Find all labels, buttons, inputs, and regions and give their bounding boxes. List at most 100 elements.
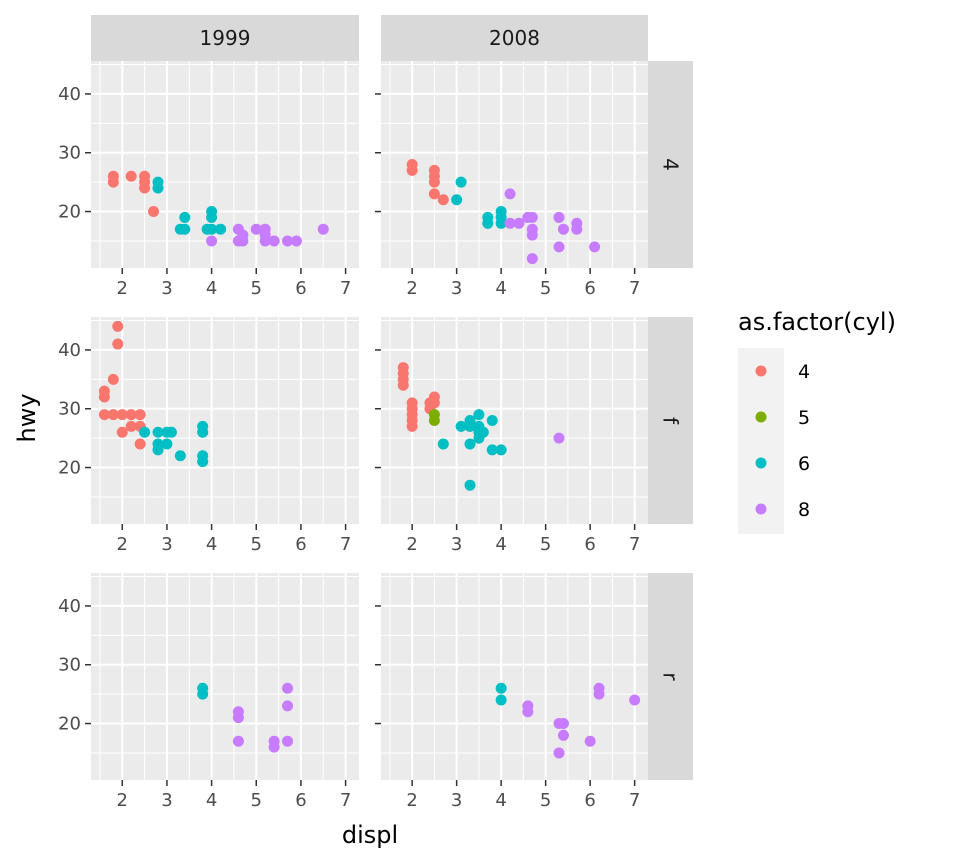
data-point-cyl-8: [504, 188, 516, 200]
y-tick-label: 30: [58, 143, 81, 164]
data-point-cyl-6: [486, 415, 498, 426]
data-point-cyl-4: [437, 194, 449, 206]
data-point-cyl-8: [526, 253, 538, 265]
data-point-cyl-8: [589, 241, 601, 253]
row-strip-label: 4: [659, 158, 683, 171]
x-tick-label: 5: [251, 278, 262, 299]
column-strip-label: 1999: [200, 26, 251, 50]
data-point-cyl-8: [282, 235, 294, 247]
x-tick-label: 6: [295, 790, 306, 811]
x-tick-label: 3: [161, 790, 172, 811]
axes-layer: 20 30 40 2 3 4 5 6 7 2 3 4 5 6 7 20 30 40 2 3 4 5 6 7 2 3 4 5 6 7 20 30…: [58, 84, 640, 811]
x-tick-label: 6: [584, 534, 595, 555]
y-tick-label: 40: [58, 596, 81, 617]
x-tick-label: 3: [451, 278, 462, 299]
x-tick-label: 2: [117, 534, 128, 555]
data-point-cyl-6: [477, 426, 489, 438]
data-point-cyl-8: [206, 235, 218, 247]
data-point-cyl-8: [513, 217, 525, 229]
data-point-cyl-4: [134, 409, 146, 421]
column-strip: [91, 15, 359, 61]
x-tick-label: 6: [295, 278, 306, 299]
data-point-cyl-6: [152, 182, 164, 194]
data-point-cyl-8: [629, 694, 641, 706]
legend-key-6: [755, 457, 767, 469]
data-point-cyl-6: [165, 426, 177, 438]
data-point-cyl-8: [553, 211, 565, 223]
x-tick-label: 4: [495, 790, 506, 811]
data-point-cyl-6: [455, 176, 467, 188]
x-tick-label: 5: [251, 534, 262, 555]
data-point-cyl-4: [406, 420, 418, 432]
data-point-cyl-4: [107, 176, 119, 188]
data-point-cyl-8: [571, 223, 583, 235]
panel-1999-4: [91, 61, 359, 268]
panel-1999-r: [91, 573, 359, 780]
y-tick-label: 40: [58, 84, 81, 105]
row-strip: [648, 317, 693, 524]
x-tick-label: 4: [206, 790, 217, 811]
x-tick-label: 5: [540, 790, 551, 811]
panel-background: [91, 573, 359, 780]
data-point-cyl-4: [125, 170, 137, 182]
panel-2008-r: [381, 573, 648, 780]
x-tick-label: 6: [584, 278, 595, 299]
data-point-cyl-8: [557, 729, 569, 741]
panel-1999-f: [91, 317, 359, 524]
x-tick-label: 2: [406, 534, 417, 555]
x-tick-label: 3: [451, 534, 462, 555]
legend: as.factor(cyl) 4 5 6 8: [738, 308, 896, 534]
data-point-cyl-4: [134, 438, 146, 450]
x-tick-label: 7: [340, 790, 351, 811]
data-point-cyl-6: [139, 426, 151, 438]
data-point-cyl-6: [152, 444, 164, 456]
data-point-cyl-8: [526, 229, 538, 241]
data-point-cyl-6: [174, 450, 186, 462]
data-point-cyl-4: [98, 409, 110, 421]
legend-label: 5: [798, 407, 810, 429]
x-tick-label: 2: [117, 790, 128, 811]
data-point-cyl-4: [406, 164, 418, 176]
y-tick-label: 20: [58, 202, 81, 223]
data-point-cyl-8: [557, 718, 569, 730]
x-tick-label: 4: [206, 278, 217, 299]
column-strip: [381, 15, 648, 61]
legend-label: 4: [798, 361, 810, 383]
legend-key-8: [755, 503, 767, 515]
y-tick-label: 20: [58, 714, 81, 735]
x-tick-label: 7: [340, 534, 351, 555]
y-tick-label: 40: [58, 340, 81, 361]
column-strip-label: 2008: [489, 26, 540, 50]
data-point-cyl-6: [473, 409, 485, 421]
data-point-cyl-8: [526, 211, 538, 223]
x-tick-label: 7: [629, 278, 640, 299]
legend-label: 6: [798, 453, 810, 475]
data-point-cyl-4: [428, 176, 440, 188]
panel-background: [381, 317, 648, 524]
x-tick-label: 4: [495, 278, 506, 299]
data-point-cyl-6: [206, 211, 218, 223]
data-point-cyl-4: [125, 420, 137, 432]
legend-items: 4 5 6 8: [755, 361, 810, 521]
data-point-cyl-8: [282, 700, 294, 712]
row-strip: [648, 61, 693, 268]
data-point-cyl-8: [268, 235, 280, 247]
data-point-cyl-4: [112, 320, 124, 332]
data-point-cyl-4: [116, 409, 128, 421]
data-point-cyl-6: [451, 194, 463, 206]
data-point-cyl-6: [197, 426, 209, 438]
y-tick-label: 30: [58, 399, 81, 420]
data-point-cyl-8: [232, 712, 244, 724]
x-tick-label: 3: [451, 790, 462, 811]
data-point-cyl-8: [268, 741, 280, 753]
data-point-cyl-4: [397, 379, 409, 391]
data-point-cyl-6: [482, 217, 494, 229]
data-point-cyl-6: [495, 444, 507, 456]
x-tick-label: 5: [251, 790, 262, 811]
panel-background: [91, 317, 359, 524]
data-point-cyl-4: [116, 426, 128, 438]
data-point-cyl-4: [139, 182, 151, 194]
data-point-cyl-4: [125, 409, 137, 421]
data-point-cyl-6: [486, 444, 498, 456]
